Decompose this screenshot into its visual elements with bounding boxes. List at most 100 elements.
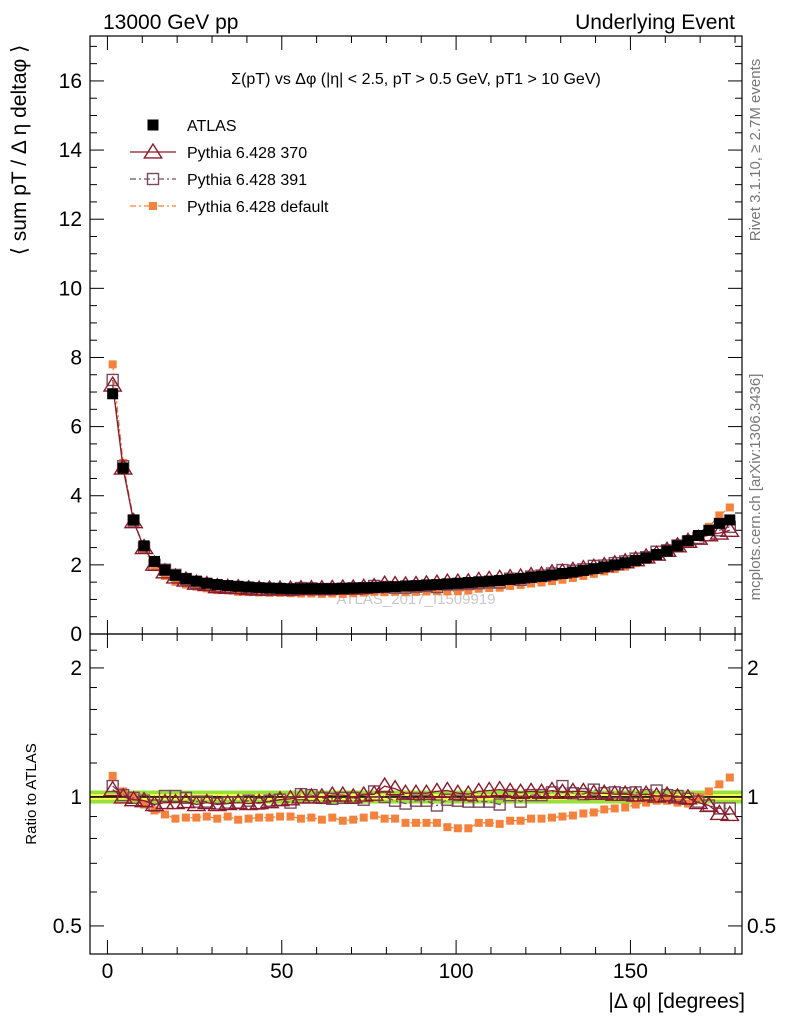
main-series-group — [102, 360, 740, 598]
ratio-point-pythia-6-428-default — [715, 780, 724, 789]
ratio-point-pythia-6-428-370 — [426, 782, 447, 799]
ratio-y-axis-label: Ratio to ATLAS — [23, 743, 40, 844]
ratio-point-pythia-6-428-370 — [594, 783, 615, 800]
data-point-atlas — [117, 462, 129, 474]
ratio-point-pythia-6-428-370 — [437, 781, 458, 798]
ratio-y-tick-label-left: 1 — [70, 786, 82, 809]
ratio-point-pythia-6-428-370 — [667, 787, 688, 804]
ratio-point-pythia-6-428-default — [631, 800, 640, 809]
data-point-pythia-6-428-default — [725, 503, 734, 512]
data-point-atlas — [724, 514, 736, 526]
ratio-point-pythia-6-428-default — [401, 818, 410, 827]
ratio-point-pythia-6-428-370 — [709, 804, 730, 821]
ratio-y-tick-labels: 0.5 0.5 1 1 2 2 — [53, 657, 776, 938]
data-point-atlas — [420, 579, 432, 591]
main-y-tick-labels: 0 2 4 6 8 10 12 14 16 — [59, 70, 83, 646]
data-point-atlas — [703, 524, 715, 536]
ratio-point-pythia-6-428-default — [537, 814, 546, 823]
ratio-point-pythia-6-428-370 — [542, 781, 562, 798]
data-point-pythia-6-428-default — [160, 571, 169, 580]
ratio-point-pythia-6-428-default — [506, 816, 515, 825]
ratio-point-pythia-6-428-default — [213, 814, 222, 823]
ratio-point-pythia-6-428-370 — [196, 793, 217, 810]
ratio-point-pythia-6-428-default — [171, 814, 180, 823]
data-point-atlas — [243, 581, 255, 593]
data-point-atlas — [713, 517, 725, 529]
ratio-point-pythia-6-428-370 — [238, 794, 259, 811]
data-point-atlas — [326, 583, 338, 595]
ratio-point-pythia-6-428-370 — [615, 784, 636, 801]
ratio-point-pythia-6-428-370 — [573, 782, 594, 799]
main-axis-ticks — [90, 36, 742, 635]
ratio-point-pythia-6-428-default — [527, 814, 536, 823]
ratio-point-pythia-6-428-391 — [493, 798, 506, 811]
ratio-point-pythia-6-428-default — [485, 818, 494, 827]
data-point-pythia-6-428-default — [715, 511, 724, 520]
ratio-point-pythia-6-428-default — [642, 798, 651, 807]
ratio-point-pythia-6-428-370 — [468, 782, 489, 799]
ratio-point-pythia-6-428-default — [704, 787, 713, 796]
ratio-plot-frame — [89, 633, 743, 955]
ratio-axis-ticks — [90, 634, 742, 954]
ratio-point-pythia-6-428-default — [286, 812, 295, 821]
data-point-atlas — [274, 582, 286, 594]
ratio-point-pythia-6-428-default — [192, 813, 201, 822]
legend-label-atlas: ATLAS — [187, 118, 237, 135]
ratio-y-tick-label-right: 1 — [747, 786, 759, 809]
data-point-pythia-6-428-default — [192, 582, 201, 591]
ratio-point-pythia-6-428-370 — [364, 784, 385, 801]
ratio-point-pythia-6-428-default — [296, 814, 305, 823]
ratio-point-pythia-6-428-391 — [514, 795, 527, 808]
category-label: Underlying Event — [575, 11, 735, 34]
ratio-point-pythia-6-428-370 — [353, 785, 374, 802]
ratio-point-pythia-6-428-370 — [447, 783, 468, 800]
ratio-point-pythia-6-428-370 — [175, 792, 196, 809]
ratio-point-pythia-6-428-370 — [719, 805, 740, 822]
ratio-point-pythia-6-428-370 — [332, 785, 353, 802]
ratio-point-pythia-6-428-370 — [228, 793, 249, 810]
data-point-atlas — [316, 583, 328, 595]
ratio-point-pythia-6-428-default — [600, 805, 609, 814]
ratio-point-pythia-6-428-default — [328, 813, 337, 822]
ratio-point-pythia-6-428-370 — [698, 796, 719, 813]
data-point-atlas — [180, 573, 192, 585]
ratio-series-group — [102, 771, 740, 833]
x-tick-label: 100 — [439, 960, 474, 983]
data-point-pythia-6-428-default — [464, 586, 473, 595]
ratio-point-pythia-6-428-370 — [510, 783, 531, 800]
data-point-atlas — [169, 569, 181, 581]
ratio-point-pythia-6-428-370 — [489, 780, 510, 797]
data-point-atlas — [138, 540, 150, 552]
ratio-point-pythia-6-428-370 — [301, 787, 322, 804]
data-point-pythia-6-428-default — [547, 577, 556, 586]
data-point-atlas — [462, 576, 474, 588]
ratio-point-pythia-6-428-370 — [102, 780, 123, 797]
ratio-point-pythia-6-428-370 — [688, 793, 709, 810]
ratio-point-pythia-6-428-default — [119, 787, 128, 796]
x-tick-label: 0 — [102, 960, 114, 983]
main-y-axis-label: ⟨ sum pT / Δ η deltaφ ⟩ — [8, 45, 31, 256]
data-point-atlas — [159, 564, 171, 576]
x-tick-labels: 0 50 100 150 — [102, 960, 648, 983]
ratio-point-pythia-6-428-default — [181, 813, 190, 822]
ratio-point-pythia-6-428-default — [558, 812, 567, 821]
ratio-point-pythia-6-428-default — [568, 811, 577, 820]
ratio-point-pythia-6-428-default — [108, 771, 117, 780]
main-chart-title: Σ(pT) vs Δφ (|η| < 2.5, pT > 0.5 GeV, pT… — [231, 71, 601, 88]
ratio-point-pythia-6-428-370 — [562, 782, 583, 799]
ratio-point-pythia-6-428-default — [140, 800, 149, 809]
data-point-pythia-6-428-default — [213, 586, 222, 595]
main-y-tick-label: 2 — [70, 554, 82, 577]
data-point-atlas — [504, 573, 516, 585]
source-label: mcplots.cern.ch [arXiv:1306.3436] — [747, 374, 764, 601]
data-point-pythia-6-428-default — [453, 587, 462, 596]
data-point-atlas — [284, 583, 296, 595]
data-point-atlas — [400, 580, 412, 592]
main-y-tick-label: 0 — [70, 623, 82, 646]
data-point-atlas — [410, 580, 422, 592]
data-point-atlas — [149, 555, 161, 567]
ratio-point-pythia-6-428-default — [412, 818, 420, 827]
ratio-point-pythia-6-428-default — [694, 792, 703, 801]
x-axis-label: |Δ φ| [degrees] — [608, 990, 745, 1013]
